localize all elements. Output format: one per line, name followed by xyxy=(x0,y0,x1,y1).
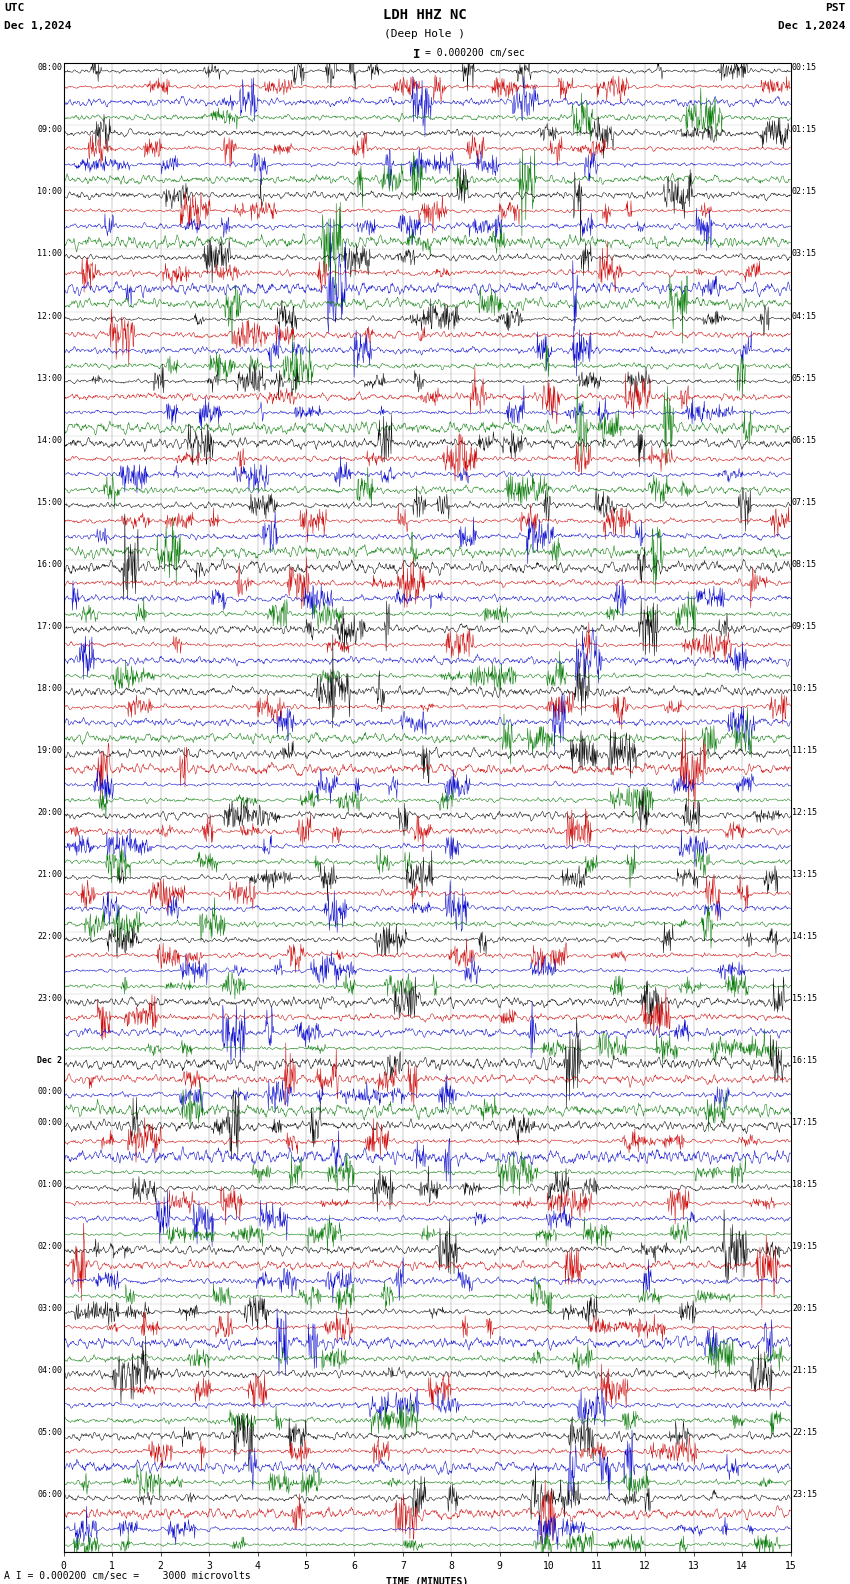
Text: 23:00: 23:00 xyxy=(37,995,62,1003)
Text: 19:00: 19:00 xyxy=(37,746,62,756)
Text: LDH HHZ NC: LDH HHZ NC xyxy=(383,8,467,22)
Text: 08:15: 08:15 xyxy=(792,559,817,569)
Text: 18:00: 18:00 xyxy=(37,684,62,692)
Text: 10:00: 10:00 xyxy=(37,187,62,196)
Text: 03:00: 03:00 xyxy=(37,1304,62,1313)
Text: 06:15: 06:15 xyxy=(792,436,817,445)
Text: 04:15: 04:15 xyxy=(792,312,817,320)
Text: 17:00: 17:00 xyxy=(37,623,62,630)
Text: 14:00: 14:00 xyxy=(37,436,62,445)
Text: 21:15: 21:15 xyxy=(792,1365,817,1375)
Text: 07:15: 07:15 xyxy=(792,497,817,507)
Text: 05:15: 05:15 xyxy=(792,374,817,383)
Text: 02:15: 02:15 xyxy=(792,187,817,196)
Text: 13:00: 13:00 xyxy=(37,374,62,383)
Text: 22:00: 22:00 xyxy=(37,931,62,941)
Text: Dec 2: Dec 2 xyxy=(37,1057,62,1064)
Text: 06:00: 06:00 xyxy=(37,1491,62,1500)
Text: 11:00: 11:00 xyxy=(37,249,62,258)
Text: 12:00: 12:00 xyxy=(37,312,62,320)
X-axis label: TIME (MINUTES): TIME (MINUTES) xyxy=(386,1578,468,1584)
Text: 20:00: 20:00 xyxy=(37,808,62,817)
Text: 09:00: 09:00 xyxy=(37,125,62,135)
Text: 13:15: 13:15 xyxy=(792,870,817,879)
Text: 23:15: 23:15 xyxy=(792,1491,817,1500)
Text: (Deep Hole ): (Deep Hole ) xyxy=(384,29,466,38)
Text: 02:00: 02:00 xyxy=(37,1242,62,1251)
Text: 21:00: 21:00 xyxy=(37,870,62,879)
Text: 03:15: 03:15 xyxy=(792,249,817,258)
Text: 01:15: 01:15 xyxy=(792,125,817,135)
Text: 11:15: 11:15 xyxy=(792,746,817,756)
Text: = 0.000200 cm/sec: = 0.000200 cm/sec xyxy=(425,48,524,57)
Text: 15:15: 15:15 xyxy=(792,995,817,1003)
Text: 18:15: 18:15 xyxy=(792,1180,817,1190)
Text: 01:00: 01:00 xyxy=(37,1180,62,1190)
Text: 15:00: 15:00 xyxy=(37,497,62,507)
Text: 08:00: 08:00 xyxy=(37,63,62,73)
Text: 14:15: 14:15 xyxy=(792,931,817,941)
Text: 05:00: 05:00 xyxy=(37,1429,62,1437)
Text: 16:00: 16:00 xyxy=(37,559,62,569)
Text: PST: PST xyxy=(825,3,846,13)
Text: 10:15: 10:15 xyxy=(792,684,817,692)
Text: 00:00: 00:00 xyxy=(37,1087,62,1096)
Text: 22:15: 22:15 xyxy=(792,1429,817,1437)
Text: Dec 1,2024: Dec 1,2024 xyxy=(4,21,71,30)
Text: 09:15: 09:15 xyxy=(792,623,817,630)
Text: 00:15: 00:15 xyxy=(792,63,817,73)
Text: UTC: UTC xyxy=(4,3,25,13)
Text: 16:15: 16:15 xyxy=(792,1057,817,1064)
Text: Dec 1,2024: Dec 1,2024 xyxy=(779,21,846,30)
Text: A I = 0.000200 cm/sec =    3000 microvolts: A I = 0.000200 cm/sec = 3000 microvolts xyxy=(4,1571,251,1581)
Text: 17:15: 17:15 xyxy=(792,1118,817,1128)
Text: 12:15: 12:15 xyxy=(792,808,817,817)
Text: 04:00: 04:00 xyxy=(37,1365,62,1375)
Text: 00:00: 00:00 xyxy=(37,1118,62,1128)
Text: 19:15: 19:15 xyxy=(792,1242,817,1251)
Text: I: I xyxy=(413,48,421,60)
Text: 20:15: 20:15 xyxy=(792,1304,817,1313)
